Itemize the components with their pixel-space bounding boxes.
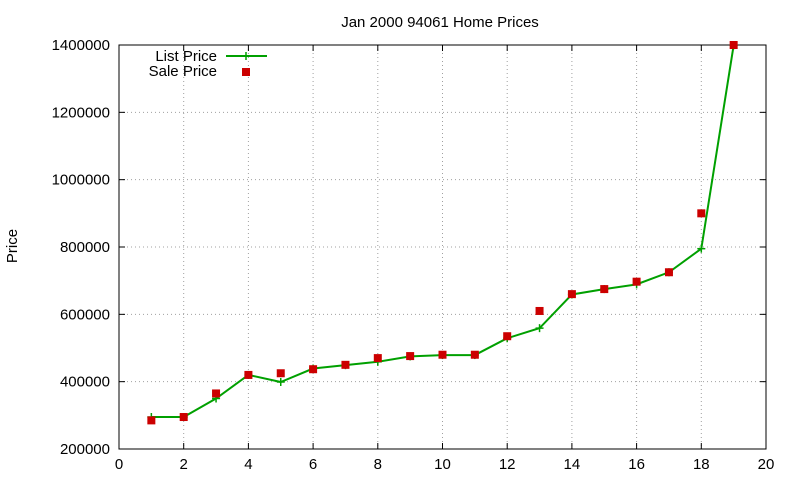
chart-title: Jan 2000 94061 Home Prices — [341, 14, 539, 31]
y-tick-label: 1400000 — [52, 37, 110, 54]
sale-price-point — [535, 306, 544, 315]
legend-marker-list-price — [242, 52, 250, 60]
sale-price-point — [244, 370, 253, 379]
legend-label-list-price: List Price — [155, 48, 217, 65]
x-tick-label: 0 — [115, 456, 123, 473]
x-tick-label: 8 — [374, 456, 382, 473]
sale-price-point — [567, 290, 576, 299]
sale-price-point — [179, 413, 188, 422]
legend-marker-sale-price — [242, 68, 250, 76]
y-tick-label: 1200000 — [52, 104, 110, 121]
y-axis-label: Price — [4, 229, 21, 263]
tick-labels: 0 2 4 6 8 10 12 14 16 18 20 200000 400000 600000 80000… — [52, 37, 775, 473]
legend-label-sale-price: Sale Price — [149, 63, 217, 80]
sale-price-point — [341, 360, 350, 369]
y-tick-label: 200000 — [60, 441, 110, 458]
x-tick-label: 2 — [180, 456, 188, 473]
sale-price-point — [697, 209, 706, 218]
axes — [118, 44, 767, 450]
x-tick-label: 10 — [434, 456, 451, 473]
y-tick-label: 800000 — [60, 239, 110, 256]
x-tick-label: 16 — [628, 456, 645, 473]
sale-price-point — [632, 277, 641, 286]
x-tick-label: 12 — [499, 456, 516, 473]
sale-price-point — [212, 389, 221, 398]
y-tick-label: 600000 — [60, 306, 110, 323]
sale-price-point — [664, 268, 673, 277]
x-tick-label: 4 — [244, 456, 252, 473]
sale-price-point — [276, 369, 285, 378]
grid-lines — [119, 45, 766, 449]
y-tick-label: 1000000 — [52, 172, 110, 189]
list-price-point — [697, 244, 706, 253]
sale-price-point — [406, 352, 415, 361]
list-price-point — [535, 324, 544, 333]
sale-price-point — [373, 354, 382, 363]
sale-price-point — [503, 332, 512, 341]
x-tick-label: 18 — [693, 456, 710, 473]
x-tick-label: 20 — [758, 456, 775, 473]
sale-price-point — [438, 350, 447, 359]
sale-price-point — [470, 350, 479, 359]
y-tick-label: 400000 — [60, 374, 110, 391]
sale-price-point — [147, 416, 156, 425]
list-price-point — [276, 378, 285, 387]
x-tick-label: 6 — [309, 456, 317, 473]
sale-price-point — [729, 41, 738, 49]
x-tick-label: 14 — [564, 456, 581, 473]
sale-price-point — [309, 365, 318, 374]
data-series — [147, 41, 738, 425]
sale-price-point — [600, 285, 609, 294]
